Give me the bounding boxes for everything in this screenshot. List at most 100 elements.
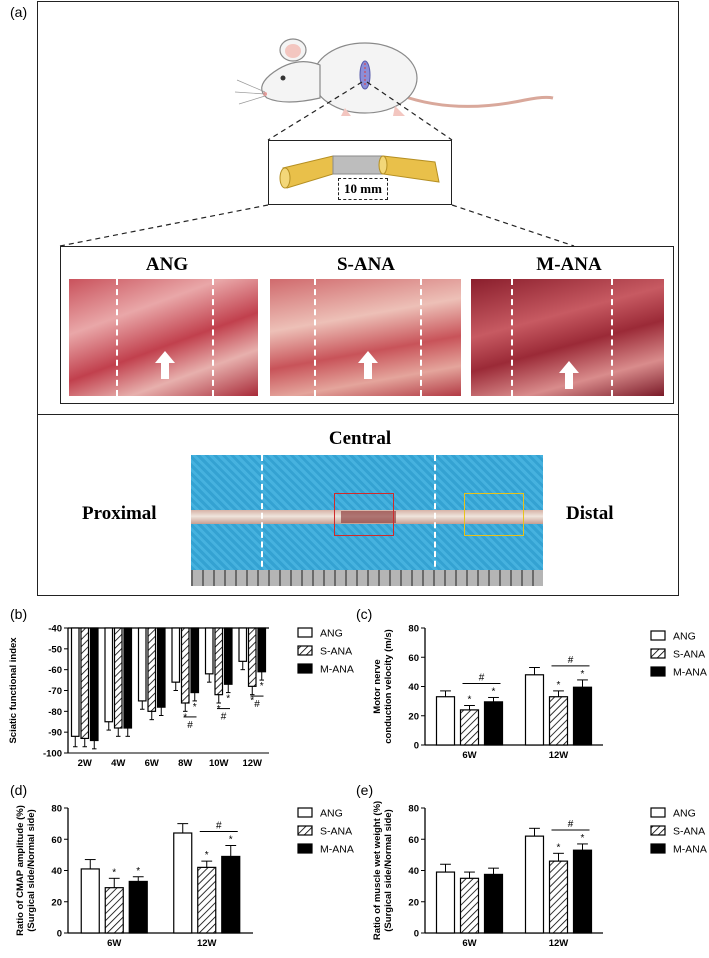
significance-star: *	[112, 867, 116, 878]
x-tick-label: 10W	[209, 758, 229, 769]
legend-label-ang: ANG	[320, 628, 343, 640]
significance-star: *	[205, 850, 209, 861]
significance-star: *	[183, 712, 187, 723]
bar-m-ana	[483, 873, 504, 934]
bar-m-ana	[190, 627, 200, 694]
bar-s-ana	[104, 887, 124, 934]
bar-s-ana	[459, 709, 480, 746]
bar-m-ana	[572, 686, 593, 746]
legend-swatch-m-ana	[650, 843, 666, 854]
y-tick-label: 40	[51, 866, 62, 877]
y-tick-label: 20	[408, 897, 419, 908]
y-axis-label: (Surgical side/Normal side)	[383, 809, 394, 931]
y-tick-label: 60	[408, 653, 419, 664]
x-tick-label: 2W	[78, 758, 92, 769]
bar-s-ana	[548, 860, 569, 934]
y-tick-label: 40	[408, 866, 419, 877]
panel-a-frame	[37, 1, 679, 596]
bar-s-ana	[113, 627, 123, 729]
group-label-s-ana: S-ANA	[336, 254, 396, 275]
x-tick-label: 12W	[549, 750, 569, 761]
y-tick-label: -70	[48, 686, 62, 697]
bar-s-ana	[197, 866, 217, 934]
y-tick-label: -90	[48, 728, 62, 739]
significance-star: *	[250, 696, 254, 707]
significance-star: *	[229, 835, 233, 846]
y-tick-label: -40	[48, 624, 62, 635]
group-label-ang: ANG	[145, 254, 189, 275]
arrow-icon	[559, 361, 579, 389]
x-tick-label: 12W	[242, 758, 262, 769]
significance-star: *	[193, 702, 197, 713]
arrow-icon	[155, 351, 175, 379]
bar-s-ana	[214, 627, 224, 696]
bar-s-ana	[180, 627, 190, 704]
significance-hash: #	[221, 712, 227, 723]
legend-swatch-ang	[650, 630, 666, 641]
legend-label-s-ana: S-ANA	[673, 826, 705, 838]
chart-conduction-velocity: 0 20 40 60 80 Motor nerve conduction velocity …	[372, 624, 707, 762]
legend-label-m-ana: M-ANA	[673, 844, 707, 856]
x-tick-label: 6W	[462, 750, 476, 761]
legend-swatch-ang	[650, 807, 666, 818]
bar-ang	[137, 627, 147, 702]
y-tick-label: 0	[414, 741, 419, 752]
significance-hash: #	[479, 672, 485, 683]
y-axis-label: Ratio of CMAP amplitude (%)	[15, 805, 26, 936]
x-tick-label: 12W	[549, 938, 569, 949]
significance-star: *	[468, 695, 472, 706]
bar-ang	[171, 627, 181, 683]
legend-label-m-ana: M-ANA	[320, 844, 354, 856]
legend-swatch-s-ana	[650, 648, 666, 659]
y-tick-label: 20	[51, 897, 62, 908]
y-axis-label: Motor nerve	[372, 659, 383, 713]
arrow-icon	[358, 351, 378, 379]
rat-illustration	[234, 38, 554, 116]
nerve-graft-region	[341, 511, 396, 523]
y-tick-label: -100	[43, 749, 62, 760]
bar-m-ana	[221, 855, 241, 934]
legend-label-s-ana: S-ANA	[320, 826, 352, 838]
photo-m-ana	[471, 279, 664, 396]
zoom-lines	[59, 81, 575, 247]
legend-label-m-ana: M-ANA	[320, 664, 354, 676]
y-tick-label: -80	[48, 707, 62, 718]
chart-muscle-weight: 0 20 40 60 80 Ratio of muscle wet weight (%)(…	[372, 801, 707, 949]
bar-ang	[238, 627, 248, 662]
significance-star: *	[492, 686, 496, 697]
bar-m-ana	[483, 701, 504, 746]
significance-star: *	[226, 694, 230, 705]
bar-s-ana	[147, 627, 157, 712]
chart-cmap: 0 20 40 60 80 Ratio of CMAP amplitude (%) (Sur…	[15, 804, 354, 950]
y-tick-label: 20	[408, 711, 419, 722]
significance-star: *	[217, 704, 221, 715]
graft-length-label: 10 mm	[338, 178, 388, 200]
distal-label: Distal	[566, 503, 614, 524]
panel-a-label: (a)	[10, 4, 28, 20]
y-tick-label: -60	[48, 665, 62, 676]
chart-sfi: -40 -50 -60 -70 -80 -90 -100 Sciatic functional…	[8, 624, 354, 770]
legend-swatch-ang	[297, 627, 313, 638]
bar-m-ana	[257, 627, 267, 673]
central-label: Central	[328, 428, 392, 449]
legend-swatch-s-ana	[650, 825, 666, 836]
legend-label-m-ana: M-ANA	[673, 667, 707, 679]
significance-hash: #	[568, 819, 574, 830]
bar-ang	[104, 627, 114, 723]
bar-m-ana	[223, 627, 233, 685]
distal-region-box	[464, 493, 524, 536]
photo-s-ana	[270, 279, 461, 396]
panel-c-label: (c)	[356, 606, 373, 622]
x-tick-label: 6W	[107, 938, 121, 949]
x-tick-label: 12W	[197, 938, 217, 949]
harvested-nerve-photo	[191, 455, 543, 586]
significance-star: *	[581, 669, 585, 680]
bar-m-ana	[572, 849, 593, 934]
group-label-m-ana: M-ANA	[536, 254, 602, 275]
significance-hash: #	[187, 720, 193, 731]
legend-swatch-m-ana	[650, 666, 666, 677]
bar-ang	[524, 835, 545, 934]
legend-swatch-m-ana	[297, 843, 313, 854]
bar-ang	[435, 696, 456, 746]
panel-e-label: (e)	[356, 782, 374, 798]
